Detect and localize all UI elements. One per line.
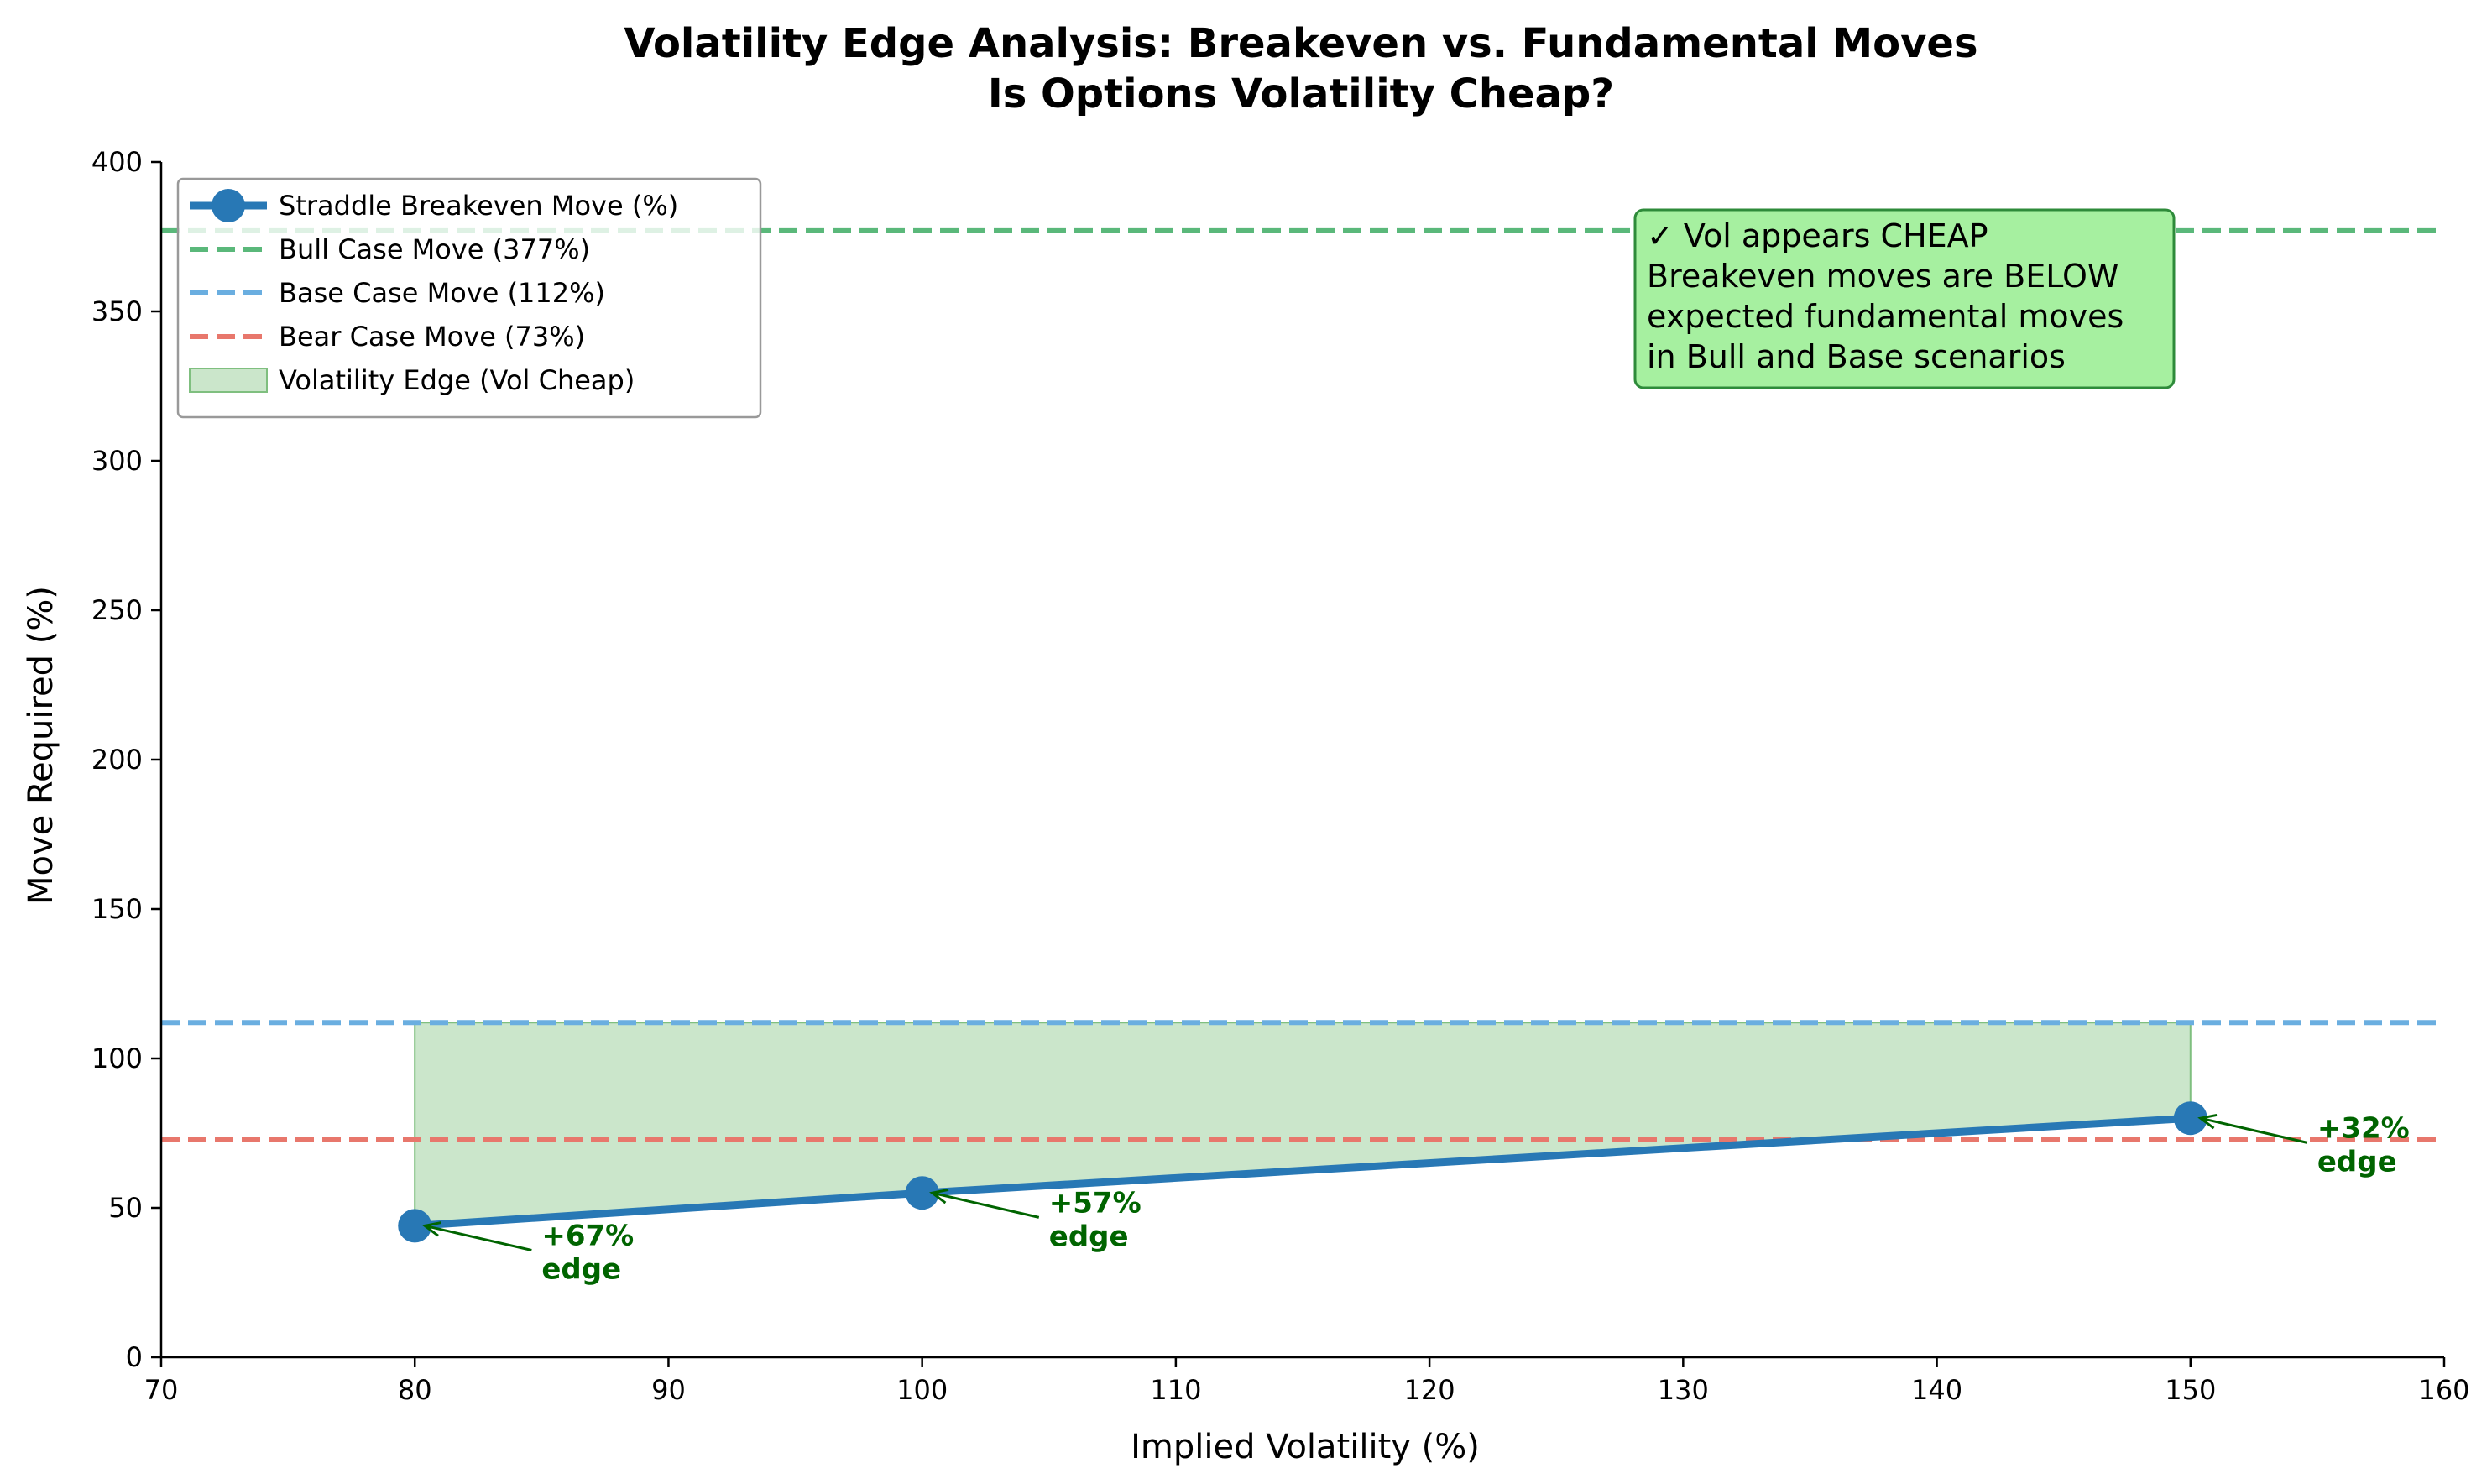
annotation-label-1: +57% [1049, 1186, 1142, 1220]
legend-label-hline-1: Base Case Move (112%) [279, 277, 605, 309]
y-tick-label-7: 350 [91, 295, 143, 327]
x-tick-label-6: 130 [1658, 1374, 1709, 1406]
annotation-arrowhead-0 [421, 1221, 441, 1237]
x-tick-label-1: 80 [398, 1374, 432, 1406]
annotation-sublabel-0: edge [541, 1253, 621, 1287]
info-box-line-2: expected fundamental moves [1647, 298, 2124, 335]
annotation-arrow-0 [424, 1224, 532, 1251]
annotation-sublabel-2: edge [2317, 1145, 2397, 1178]
y-tick-label-0: 0 [126, 1341, 143, 1373]
y-tick-label-1: 50 [108, 1192, 143, 1224]
legend-label-hline-0: Bull Case Move (377%) [279, 233, 590, 265]
x-axis-label: Implied Volatility (%) [1131, 1428, 1480, 1466]
y-tick-label-2: 100 [91, 1042, 143, 1074]
breakeven-point-1 [905, 1176, 939, 1210]
chart-title-line1: Volatility Edge Analysis: Breakeven vs. … [624, 20, 1977, 67]
annotation-label-2: +32% [2317, 1111, 2410, 1145]
x-tick-label-3: 100 [896, 1374, 948, 1406]
info-box-background [1633, 208, 2176, 389]
legend: Straddle Breakeven Move (%) Bull Case Mov… [176, 177, 762, 419]
legend-label-series: Straddle Breakeven Move (%) [279, 190, 678, 222]
y-tick-label-4: 200 [91, 744, 143, 776]
annotation-arrow-2 [2200, 1116, 2308, 1144]
legend-box [176, 177, 762, 419]
chart-title-line2: Is Options Volatility Cheap? [988, 71, 1614, 118]
x-tick-label-7: 140 [1911, 1374, 1962, 1406]
x-tick-label-5: 120 [1404, 1374, 1455, 1406]
info-box-line-1: Breakeven moves are BELOW [1647, 258, 2119, 295]
legend-label-hline-2: Bear Case Move (73%) [279, 321, 585, 353]
info-box-line-3: in Bull and Base scenarios [1647, 338, 2066, 375]
breakeven-point-0 [398, 1209, 432, 1243]
info-box: ✓ Vol appears CHEAP Breakeven moves are B… [1633, 208, 2176, 389]
y-tick-label-3: 150 [91, 893, 143, 925]
y-tick-label-6: 300 [91, 445, 143, 477]
x-tick-label-8: 150 [2165, 1374, 2216, 1406]
breakeven-point-2 [2173, 1101, 2207, 1136]
legend-series-marker [212, 189, 245, 222]
annotation-sublabel-1: edge [1049, 1220, 1129, 1253]
legend-fill-swatch [189, 368, 268, 393]
annotation-arrow-1 [932, 1191, 1040, 1219]
annotation-label-0: +67% [541, 1220, 634, 1253]
annotation-arrowhead-2 [2197, 1113, 2218, 1130]
y-axis-label: Move Required (%) [22, 586, 60, 905]
x-tick-label-2: 90 [651, 1374, 686, 1406]
x-tick-label-0: 70 [144, 1374, 179, 1406]
annotation-arrowhead-1 [929, 1188, 949, 1204]
y-tick-label-5: 250 [91, 594, 143, 626]
x-tick-label-9: 160 [2418, 1374, 2469, 1406]
y-tick-label-8: 400 [91, 146, 143, 178]
x-tick-label-4: 110 [1150, 1374, 1201, 1406]
info-box-line-0: ✓ Vol appears CHEAP [1647, 217, 1988, 254]
legend-label-fill: Volatility Edge (Vol Cheap) [279, 364, 635, 396]
